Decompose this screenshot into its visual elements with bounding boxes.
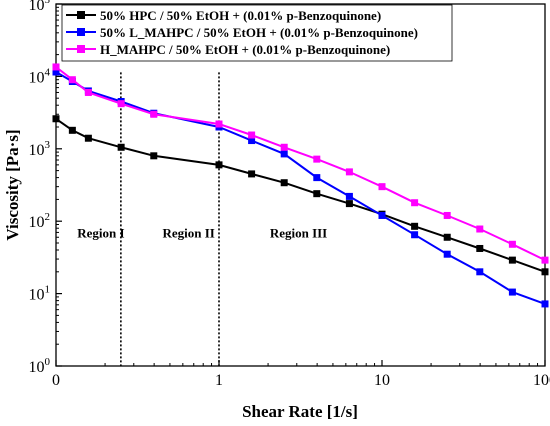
data-point: [345, 192, 353, 200]
data-point: [411, 222, 419, 230]
data-point: [215, 120, 223, 128]
legend-marker-2: [77, 45, 85, 53]
legend-marker-0: [77, 11, 85, 19]
y-axis-ticks: 100 101 102 103 104 105: [29, 0, 62, 376]
series-line-2: [55, 66, 546, 261]
data-point: [476, 244, 484, 252]
region-label-2: Region II: [162, 225, 214, 240]
data-point: [52, 115, 60, 123]
series-line-1: [55, 71, 546, 305]
data-point: [52, 63, 60, 71]
data-point: [476, 225, 484, 233]
x-axis-title: Shear Rate [1/s]: [242, 402, 358, 421]
legend: 50% HPC / 50% EtOH + (0.01% p-Benzoquino…: [61, 4, 453, 62]
y-tick-label-0: 100: [29, 356, 51, 376]
data-point: [248, 131, 256, 139]
data-point: [150, 152, 158, 160]
legend-box: [61, 4, 453, 62]
data-point: [150, 110, 158, 118]
y-tick-label-2: 102: [29, 211, 51, 231]
data-point: [411, 199, 419, 207]
y-axis-title: Viscosity [Pa·s]: [3, 129, 22, 240]
data-point: [378, 211, 386, 219]
data-point: [541, 300, 549, 308]
data-point: [541, 268, 549, 276]
series-0: [52, 115, 549, 276]
data-point: [345, 168, 353, 176]
region-labels: Region I Region II Region III: [77, 225, 327, 240]
data-point: [84, 88, 92, 96]
data-point: [52, 68, 60, 76]
data-point: [280, 143, 288, 151]
data-point: [508, 256, 516, 264]
data-point: [345, 200, 353, 208]
data-point: [117, 143, 125, 151]
data-point: [508, 240, 516, 248]
data-point: [443, 211, 451, 219]
data-point: [541, 256, 549, 264]
legend-label-0: 50% HPC / 50% EtOH + (0.01% p-Benzoquino…: [100, 8, 381, 23]
data-point: [313, 155, 321, 163]
data-point: [508, 288, 516, 296]
data-point: [280, 150, 288, 158]
series-layer: [52, 63, 549, 308]
data-point: [443, 233, 451, 241]
data-point: [248, 170, 256, 178]
region-label-1: Region I: [77, 225, 124, 240]
y-tick-label-1: 101: [29, 284, 51, 304]
legend-marker-1: [77, 28, 85, 36]
x-tick-label-3: 100: [533, 372, 550, 389]
y-tick-label-3: 103: [29, 139, 51, 159]
series-line-0: [55, 117, 546, 273]
region-label-3: Region III: [270, 225, 327, 240]
data-point: [117, 100, 125, 108]
data-point: [248, 137, 256, 145]
x-tick-label-0: 0: [52, 372, 60, 389]
legend-label-1: 50% L_MAHPC / 50% EtOH + (0.01% p-Benzoq…: [100, 25, 418, 40]
data-point: [280, 179, 288, 187]
data-point: [68, 76, 76, 84]
data-point: [68, 126, 76, 134]
plot-frame: [55, 3, 546, 367]
data-point: [378, 183, 386, 191]
data-point: [443, 250, 451, 258]
series-2: [52, 63, 549, 264]
x-axis-ticks: 0 1 10 100: [52, 360, 550, 389]
x-tick-label-2: 10: [374, 372, 390, 389]
legend-label-2: H_MAHPC / 50% EtOH + (0.01% p-Benzoquino…: [100, 42, 390, 57]
y-tick-label-4: 104: [29, 66, 51, 86]
data-point: [411, 231, 419, 239]
data-point: [215, 161, 223, 169]
data-point: [313, 174, 321, 182]
data-point: [313, 190, 321, 198]
data-point: [84, 134, 92, 142]
data-point: [476, 268, 484, 276]
y-tick-label-5: 105: [29, 0, 51, 14]
x-tick-label-1: 1: [215, 372, 223, 389]
